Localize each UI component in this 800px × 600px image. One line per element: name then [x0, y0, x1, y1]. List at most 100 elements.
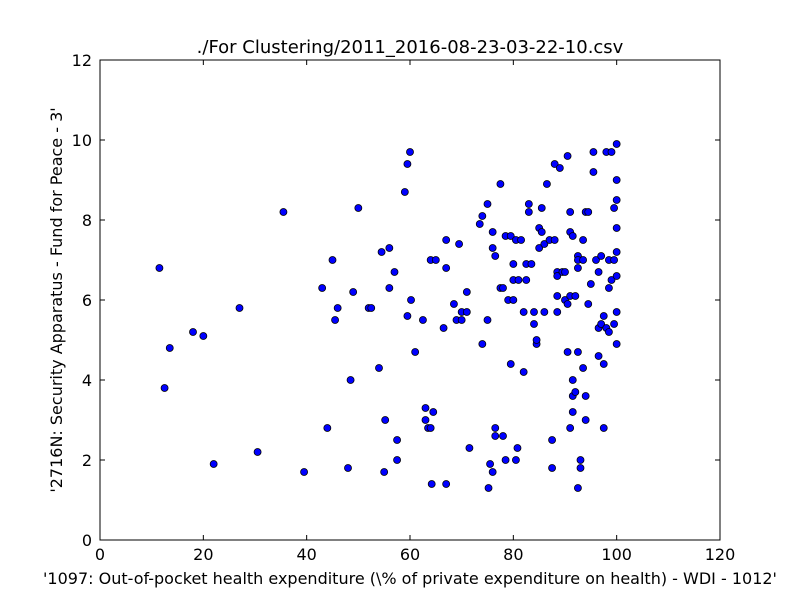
data-point	[483, 316, 492, 324]
y-tick-label: 0	[82, 531, 92, 550]
data-point	[499, 432, 507, 440]
data-point	[346, 376, 355, 384]
data-point	[349, 288, 358, 296]
data-point	[605, 284, 613, 292]
data-point	[509, 260, 518, 268]
data-point	[612, 248, 621, 256]
data-point	[385, 284, 394, 292]
data-point	[571, 388, 580, 396]
data-point	[612, 196, 621, 204]
data-point	[519, 308, 528, 316]
data-point	[581, 416, 590, 424]
data-point	[612, 340, 621, 348]
data-point	[488, 468, 497, 476]
data-point	[597, 320, 606, 328]
data-point	[199, 332, 208, 340]
data-point	[605, 328, 613, 336]
data-point	[429, 408, 438, 416]
data-point	[506, 360, 515, 368]
data-point	[499, 284, 507, 292]
data-point	[439, 324, 448, 332]
data-point	[599, 312, 608, 320]
data-point	[574, 484, 582, 492]
data-point	[300, 468, 308, 476]
data-point	[491, 424, 500, 432]
data-point	[540, 240, 549, 248]
data-point	[403, 160, 412, 168]
ticks-layer: 0 20 40 60 80 100 120 0 2 4 6 8 10 12	[72, 51, 736, 564]
x-tick-label: 60	[400, 545, 420, 564]
data-point	[491, 432, 500, 440]
data-point	[522, 276, 531, 284]
data-point	[594, 268, 603, 276]
data-point	[165, 344, 174, 352]
data-point	[571, 292, 580, 300]
data-point	[160, 384, 169, 392]
y-tick-label: 6	[82, 291, 92, 310]
points-layer	[155, 140, 621, 492]
data-point	[543, 180, 551, 188]
data-point	[527, 260, 536, 268]
data-point	[524, 200, 533, 208]
data-point	[568, 232, 577, 240]
data-point	[419, 316, 427, 324]
data-point	[483, 200, 492, 208]
data-point	[519, 368, 528, 376]
data-point	[488, 244, 497, 252]
x-axis-label: '1097: Out-of-pocket health expenditure …	[43, 569, 777, 588]
data-point	[607, 276, 616, 284]
data-point	[566, 424, 575, 432]
data-point	[584, 208, 593, 216]
data-point	[488, 228, 497, 236]
data-point	[393, 456, 401, 464]
data-point	[478, 212, 487, 220]
data-point	[377, 248, 386, 256]
data-point	[612, 224, 621, 232]
data-point	[442, 264, 451, 272]
data-point	[475, 220, 484, 228]
data-point	[375, 364, 383, 372]
data-point	[328, 256, 337, 264]
data-point	[393, 436, 401, 444]
data-point	[514, 276, 523, 284]
data-point	[333, 304, 342, 312]
data-point	[553, 292, 562, 300]
data-point	[506, 232, 515, 240]
data-point	[253, 448, 262, 456]
data-point	[532, 336, 541, 344]
data-point	[344, 464, 352, 472]
data-point	[450, 300, 458, 308]
data-point	[612, 140, 621, 148]
data-point	[535, 244, 544, 252]
data-point	[612, 176, 621, 184]
data-point	[367, 304, 376, 312]
data-point	[209, 460, 218, 468]
data-point	[592, 256, 600, 264]
data-point	[323, 424, 332, 432]
data-point	[574, 264, 582, 272]
data-point	[584, 300, 593, 308]
x-tick-label: 20	[193, 545, 213, 564]
data-point	[607, 148, 616, 156]
data-point	[576, 456, 585, 464]
data-point	[537, 204, 546, 212]
data-point	[610, 204, 618, 212]
data-point	[421, 416, 430, 424]
data-point	[189, 328, 197, 336]
data-point	[530, 308, 538, 316]
data-point	[563, 348, 572, 356]
data-point	[442, 480, 451, 488]
y-tick-label: 12	[72, 51, 92, 70]
data-point	[381, 416, 390, 424]
data-point	[548, 464, 556, 472]
data-point	[553, 272, 562, 280]
data-point	[550, 160, 559, 168]
x-tick-label: 120	[705, 545, 736, 564]
data-point	[579, 236, 587, 244]
y-tick-label: 8	[82, 211, 92, 230]
data-point	[589, 168, 598, 176]
data-point	[484, 484, 493, 492]
data-point	[421, 404, 430, 412]
data-point	[457, 316, 466, 324]
